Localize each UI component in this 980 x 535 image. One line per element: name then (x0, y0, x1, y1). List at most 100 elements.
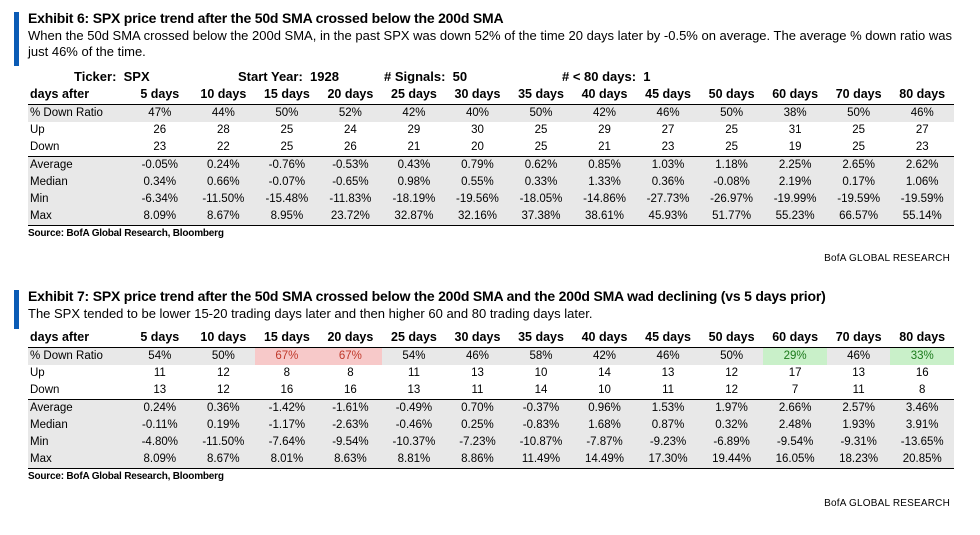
table-row: Min -4.80% -11.50% -7.64% -9.54% -10.37% -7.23… (28, 434, 954, 451)
table-cell: 29 (598, 124, 611, 136)
row-label: Down (28, 382, 129, 400)
column-header: 50 days (699, 328, 764, 348)
table-cell: 8 (890, 382, 954, 400)
table-row: Average -0.05% 0.24% -0.76% -0.53% 0.43% 0.79%… (28, 156, 954, 174)
table-row: Down 13 12 16 16 13 11 14 10 11 12 7 11 8 (28, 382, 954, 400)
table-cell: -19.99% (763, 191, 827, 208)
brand-label: BofA GLOBAL RESEARCH (824, 253, 950, 264)
table-cell: -15.48% (255, 191, 319, 208)
accent-bar (14, 12, 19, 66)
table-cell: 33% (890, 347, 954, 365)
table-cell: 0.17% (826, 174, 891, 191)
table-cell: 10 (572, 382, 637, 400)
table-row: Up 26 28 25 24 29 30 25 29 27 25 31 25 27 (28, 122, 954, 139)
table-cell: 23 (890, 139, 954, 157)
exhibit-6-title: Exhibit 6: SPX price trend after the 50d… (28, 10, 504, 26)
row-label: Min (28, 191, 129, 208)
row-label: Max (28, 451, 129, 469)
table-cell: 26 (318, 139, 383, 157)
row-label: % Down Ratio (28, 347, 129, 365)
column-header: 25 days (382, 85, 446, 105)
table-cell: 46% (445, 347, 510, 365)
table-cell: 2.25% (763, 156, 827, 174)
table-cell: -0.37% (509, 399, 573, 417)
table-cell: 28 (216, 124, 230, 136)
table-row: Up 11 12 8 8 11 13 10 14 13 12 17 13 16 (28, 365, 954, 382)
table-cell: 1.68% (572, 417, 637, 434)
table-cell: 11 (445, 382, 510, 400)
table-cell: 16 (915, 367, 929, 379)
table-cell: 13 (382, 382, 446, 400)
table-cell: 8 (347, 367, 354, 379)
column-header: 50 days (699, 85, 764, 105)
table-cell: -27.73% (636, 191, 700, 208)
table-cell: -13.65% (890, 434, 954, 451)
table-cell: -0.46% (382, 417, 446, 434)
table-cell: 0.62% (509, 156, 573, 174)
column-header: 10 days (191, 328, 256, 348)
table-cell: 29% (763, 347, 827, 365)
table-cell: 13 (852, 367, 866, 379)
table-cell: 25 (280, 124, 294, 136)
table-cell: 18.23% (826, 451, 891, 469)
table-cell: 32.16% (445, 208, 510, 226)
table-row: Max 8.09% 8.67% 8.01% 8.63% 8.81% 8.86% 11.49% 1… (28, 451, 954, 469)
column-header: 40 days (572, 328, 637, 348)
table-cell: 0.87% (636, 417, 700, 434)
table-cell: 8.86% (445, 451, 510, 469)
exhibit-6-header: Exhibit 6: SPX price trend after the 50d… (14, 10, 954, 66)
exhibit-7: Exhibit 7: SPX price trend after the 50d… (14, 288, 954, 509)
table-cell: 16 (318, 382, 383, 400)
table-cell: 54% (382, 347, 446, 365)
table-cell: 13 (128, 382, 192, 400)
exhibit-6-subtitle: When the 50d SMA crossed below the 200d … (28, 28, 953, 59)
table-cell: 2.48% (763, 417, 827, 434)
table-cell: 46% (636, 104, 700, 122)
column-header: 45 days (636, 85, 700, 105)
row-label: Median (28, 417, 129, 434)
column-header: 5 days (128, 85, 192, 105)
column-header: 15 days (255, 85, 319, 105)
table-cell: 42% (382, 104, 446, 122)
table-cell: 0.36% (191, 399, 256, 417)
table-cell: 20.85% (890, 451, 954, 469)
table-cell: 2.65% (826, 156, 891, 174)
table-row: Down 23 22 25 26 21 20 25 21 23 25 19 25 23 (28, 139, 954, 157)
table-cell: 23 (128, 139, 192, 157)
exhibit-7-title: Exhibit 7: SPX price trend after the 50d… (28, 288, 826, 304)
table-cell: 2.57% (826, 399, 891, 417)
table-cell: 8.09% (128, 208, 192, 226)
table-cell: 1.53% (636, 399, 700, 417)
table-row: Median -0.11% 0.19% -1.17% -2.63% -0.46% 0.25%… (28, 417, 954, 434)
table-cell: 45.93% (636, 208, 700, 226)
accent-bar (14, 290, 19, 329)
table-cell: 37.38% (509, 208, 573, 226)
row-label: Average (28, 399, 129, 417)
row-label: Average (28, 156, 129, 174)
table-cell: 8.95% (255, 208, 319, 226)
table-cell: 25 (509, 139, 573, 157)
table-cell: 10 (534, 367, 548, 379)
table-cell: 50% (509, 104, 573, 122)
table-cell: -18.05% (509, 191, 573, 208)
exhibit-7-table: days after 5 days 10 days 15 days 20 days 25 … (28, 328, 954, 469)
table-header-row: days after 5 days 10 days 15 days 20 days 25 … (28, 85, 954, 105)
table-cell: -11.83% (318, 191, 383, 208)
table-cell: 0.98% (382, 174, 446, 191)
table-cell: 0.79% (445, 156, 510, 174)
table-cell: 0.66% (191, 174, 256, 191)
table-cell: 8.63% (318, 451, 383, 469)
table-cell: 38.61% (572, 208, 637, 226)
table-cell: 13 (471, 367, 484, 379)
table-cell: 50% (191, 347, 256, 365)
table-cell: -7.64% (255, 434, 319, 451)
column-header: 80 days (890, 85, 954, 105)
column-header: days after (28, 85, 129, 105)
table-cell: 3.46% (890, 399, 954, 417)
table-row: Min -6.34% -11.50% -15.48% -11.83% -18.19% -19… (28, 191, 954, 208)
exhibit-7-header: Exhibit 7: SPX price trend after the 50d… (14, 288, 954, 329)
table-row: Median 0.34% 0.66% -0.07% -0.65% 0.98% 0.55% 0.… (28, 174, 954, 191)
table-cell: 22 (191, 139, 256, 157)
column-header: 60 days (763, 328, 827, 348)
table-cell: -19.56% (445, 191, 510, 208)
